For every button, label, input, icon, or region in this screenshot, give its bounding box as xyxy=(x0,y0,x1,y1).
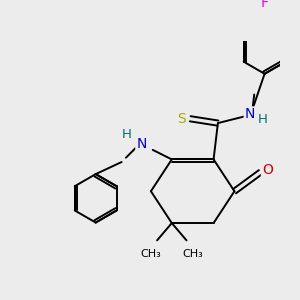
Text: CH₃: CH₃ xyxy=(182,249,203,259)
Text: N: N xyxy=(245,107,255,122)
Text: CH₃: CH₃ xyxy=(141,249,161,259)
Text: S: S xyxy=(177,112,186,126)
Text: O: O xyxy=(262,163,273,177)
Text: N: N xyxy=(136,137,147,151)
Text: F: F xyxy=(261,0,268,10)
Text: H: H xyxy=(122,128,132,141)
Text: H: H xyxy=(258,113,268,126)
